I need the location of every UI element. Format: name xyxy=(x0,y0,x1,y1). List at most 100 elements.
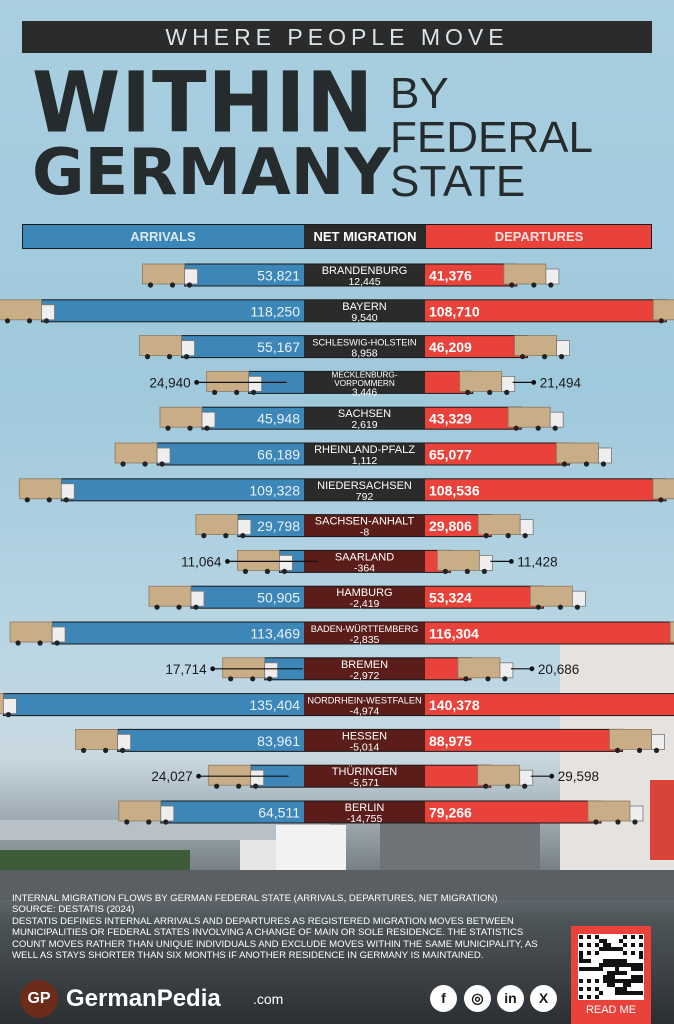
departures-bar xyxy=(425,514,492,537)
net-migration-bar xyxy=(304,622,425,644)
truck-icon xyxy=(503,263,560,288)
departures-value: 11,428 xyxy=(517,554,557,569)
instagram-icon[interactable]: ◎ xyxy=(464,985,491,1012)
leader-dot xyxy=(210,666,216,672)
truck-icon xyxy=(529,585,586,610)
truck-icon xyxy=(0,299,55,324)
net-migration-bar xyxy=(304,443,425,465)
departures-bar xyxy=(425,443,570,465)
departures-value: 41,376 xyxy=(429,268,472,284)
state-name: VORPOMMERN xyxy=(334,379,395,388)
state-name: NIEDERSACHSEN xyxy=(317,480,412,492)
leader-dot xyxy=(194,380,200,385)
net-migration-bar xyxy=(304,478,425,501)
logo-mark[interactable]: GP xyxy=(20,980,58,1018)
title-within: WITHIN xyxy=(32,53,375,152)
departures-value: 65,077 xyxy=(429,447,472,463)
footer-line-1: INTERNAL MIGRATION FLOWS BY GERMAN FEDER… xyxy=(12,893,498,904)
departures-bar xyxy=(425,801,601,823)
net-migration-label: 12,445 xyxy=(348,276,380,288)
state-name: BRANDENBURG xyxy=(322,265,408,277)
linkedin-icon[interactable]: in xyxy=(497,985,524,1012)
truck-icon xyxy=(477,764,534,789)
arrivals-bar xyxy=(181,335,304,358)
departures-bar xyxy=(425,586,544,609)
arrivals-value: 50,905 xyxy=(257,590,300,606)
arrivals-value: 11,064 xyxy=(181,554,222,569)
departures-value: 29,598 xyxy=(558,769,599,784)
net-migration-label: 1,112 xyxy=(352,455,378,467)
net-migration-bar xyxy=(304,693,425,716)
leader-dot xyxy=(549,773,555,779)
state-name: BREMEN xyxy=(341,659,388,671)
departures-bar xyxy=(425,299,667,322)
state-name: SCHLESWIG-HOLSTEIN xyxy=(312,338,416,348)
state-name: THÜRINGEN xyxy=(332,766,397,778)
departures-bar xyxy=(425,622,674,644)
departures-value: 29,806 xyxy=(429,518,472,534)
departures-value: 53,324 xyxy=(429,590,472,606)
departures-value: 46,209 xyxy=(429,339,472,355)
departures-bar xyxy=(425,765,491,788)
state-name: RHEINLAND-PFALZ xyxy=(314,444,415,456)
net-migration-bar xyxy=(304,586,425,609)
truck-icon xyxy=(118,800,175,825)
truck-icon xyxy=(9,621,66,646)
truck-icon xyxy=(477,514,534,539)
net-migration-bar xyxy=(304,514,425,537)
truck-icon xyxy=(206,370,263,395)
truck-icon xyxy=(652,299,674,324)
net-migration-bar xyxy=(304,407,425,430)
departures-value: 43,329 xyxy=(429,411,472,427)
net-migration-label: -4,974 xyxy=(350,706,380,718)
net-migration-label: 792 xyxy=(356,491,374,503)
arrivals-bar xyxy=(237,514,304,537)
state-name: HAMBURG xyxy=(336,587,392,599)
departures-value: 21,494 xyxy=(540,375,582,390)
title-germany: GERMANY xyxy=(32,136,391,210)
net-migration-label: -2,835 xyxy=(350,634,380,646)
departures-value: 88,975 xyxy=(429,733,472,749)
facebook-icon[interactable]: f xyxy=(430,985,457,1012)
departures-value: 140,378 xyxy=(429,697,480,713)
footer-notes: INTERNAL MIGRATION FLOWS BY GERMAN FEDER… xyxy=(12,893,552,961)
net-migration-bar xyxy=(304,765,425,788)
net-migration-label: 3,446 xyxy=(352,387,377,398)
truck-icon xyxy=(459,370,516,395)
state-name: BERLIN xyxy=(345,802,385,814)
arrivals-value: 113,469 xyxy=(250,626,300,642)
truck-icon xyxy=(507,406,564,431)
kicker-text: WHERE PEOPLE MOVE xyxy=(165,24,509,50)
truck-icon xyxy=(0,693,17,718)
state-name: BAYERN xyxy=(342,301,386,313)
arrivals-value: 83,961 xyxy=(257,733,300,749)
qr-code[interactable] xyxy=(578,934,644,1000)
arrivals-value: 24,027 xyxy=(151,769,192,784)
arrivals-bar xyxy=(201,407,304,430)
net-migration-label: 9,540 xyxy=(351,312,377,324)
title-federal: FEDERAL xyxy=(390,113,593,162)
arrivals-value: 66,189 xyxy=(257,447,300,463)
read-me-label[interactable]: READ ME xyxy=(585,1004,637,1016)
truck-icon xyxy=(208,764,265,789)
truck-icon xyxy=(75,729,132,754)
net-migration-label: 8,958 xyxy=(351,348,377,360)
arrivals-value: 135,404 xyxy=(249,697,300,713)
x-icon[interactable]: X xyxy=(530,985,557,1012)
state-name: SACHSEN-ANHALT xyxy=(315,516,415,528)
arrivals-bar xyxy=(160,801,304,823)
net-migration-bar xyxy=(304,335,425,358)
departures-value: 108,536 xyxy=(429,482,480,498)
brand-name[interactable]: GermanPedia xyxy=(66,985,221,1012)
net-migration-bar xyxy=(304,729,425,752)
net-migration-label: -8 xyxy=(360,527,369,539)
departures-value: 20,686 xyxy=(538,662,579,677)
leader-dot xyxy=(531,380,537,385)
arrivals-value: 17,714 xyxy=(165,662,207,677)
departures-bar xyxy=(425,693,674,716)
arrivals-bar xyxy=(3,693,305,716)
net-migration-label: -14,755 xyxy=(347,813,383,825)
truck-icon xyxy=(237,550,293,575)
